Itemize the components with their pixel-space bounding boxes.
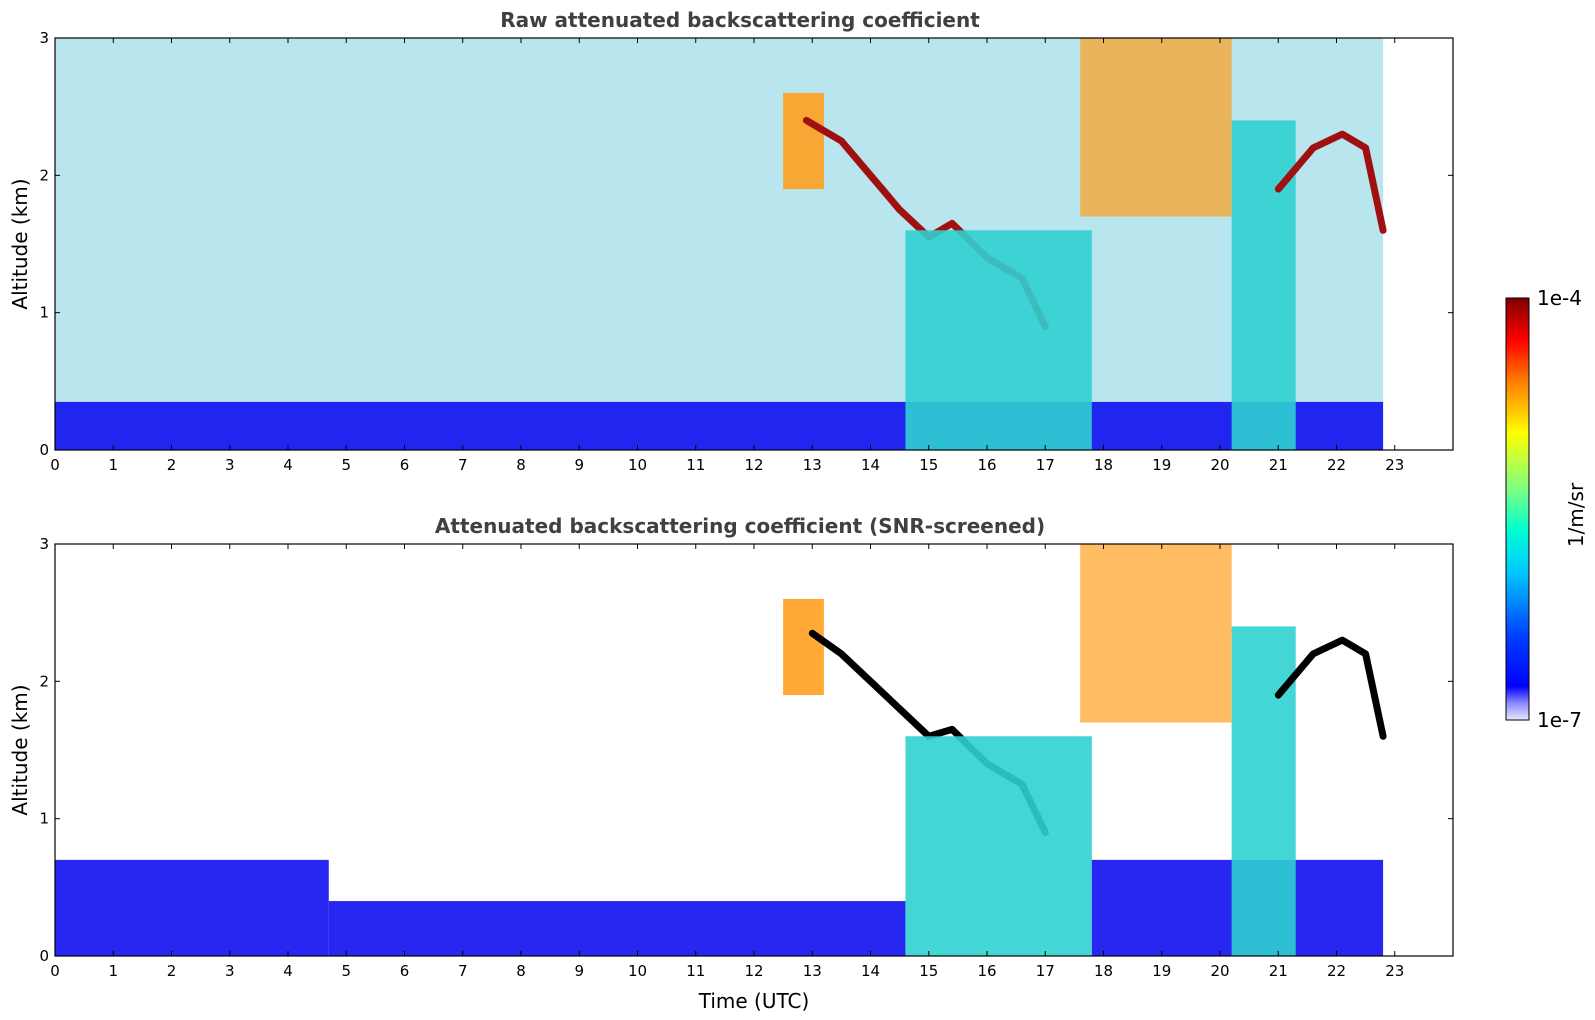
panel-raw-xtick-label-3: 3 xyxy=(225,456,235,474)
panel-raw-xtick-label-19: 19 xyxy=(1152,456,1171,474)
panel-raw-layer-5-precipitation-columns xyxy=(1231,120,1296,451)
panel-screened-xtick-label-5: 5 xyxy=(341,962,351,980)
panel-screened-xtick-label-20: 20 xyxy=(1210,962,1229,980)
panel-raw-xtick-label-10: 10 xyxy=(628,456,647,474)
panel-screened-xtick-label-12: 12 xyxy=(744,962,763,980)
panel-raw-xtick-label-18: 18 xyxy=(1094,456,1113,474)
panel-raw-xtick-label-8: 8 xyxy=(516,456,526,474)
panel-screened-layer-0-boundary-layer xyxy=(55,859,329,956)
panel-raw-xtick-label-6: 6 xyxy=(400,456,410,474)
panel-raw-xtick-label-14: 14 xyxy=(861,456,880,474)
panel-raw-xtick-label-15: 15 xyxy=(919,456,938,474)
panel-screened-xtick-label-8: 8 xyxy=(516,962,526,980)
panel-screened-xtick-label-19: 19 xyxy=(1152,962,1171,980)
panel-screened-xtick-label-16: 16 xyxy=(977,962,996,980)
panel-screened-xtick-label-9: 9 xyxy=(574,962,584,980)
panel-raw-xtick-label-22: 22 xyxy=(1327,456,1346,474)
colorbar-min-label: 1e-7 xyxy=(1537,708,1582,732)
colorbar-max-label: 1e-4 xyxy=(1537,286,1582,310)
panel-raw-xtick-label-11: 11 xyxy=(686,456,705,474)
panel-screened-layer-8-cloud-base-line xyxy=(1274,636,1387,740)
panel-raw-xtick-label-21: 21 xyxy=(1269,456,1288,474)
panel-screened-xtick-label-1: 1 xyxy=(108,962,118,980)
panel-screened-ytick-label-1: 1 xyxy=(39,810,49,828)
panel-raw-xtick-label-2: 2 xyxy=(167,456,177,474)
panel-screened-xtick-label-15: 15 xyxy=(919,962,938,980)
panel-screened-ytick-label-2: 2 xyxy=(39,672,49,690)
panel-screened-xtick-label-17: 17 xyxy=(1036,962,1055,980)
panel-raw-xtick-label-17: 17 xyxy=(1036,456,1055,474)
panel-screened-xtick-label-3: 3 xyxy=(225,962,235,980)
panel-raw-layer-4-high-cloud xyxy=(1080,38,1232,217)
panel-screened-layer-4-precipitation-columns xyxy=(905,736,1092,956)
panel-raw-xtick-label-5: 5 xyxy=(341,456,351,474)
panel-raw-xtick-label-13: 13 xyxy=(803,456,822,474)
panel-screened-title: Attenuated backscattering coefficient (S… xyxy=(435,514,1045,538)
panel-screened-xtick-label-7: 7 xyxy=(458,962,468,980)
panel-raw-xtick-label-7: 7 xyxy=(458,456,468,474)
panel-screened-xtick-label-23: 23 xyxy=(1385,962,1404,980)
panel-screened-layer-7-precipitation-columns xyxy=(1231,626,1296,956)
panel-raw-xtick-label-16: 16 xyxy=(977,456,996,474)
panel-raw-layer-3-precipitation-columns xyxy=(905,230,1092,450)
colorbar-unit-label: 1/m/sr xyxy=(1564,482,1588,547)
panel-screened-xtick-label-13: 13 xyxy=(803,962,822,980)
panel-screened-xtick-label-18: 18 xyxy=(1094,962,1113,980)
panel-raw-ytick-label-1: 1 xyxy=(39,304,49,322)
panel-raw-xtick-label-1: 1 xyxy=(108,456,118,474)
panel-screened-layer-1-boundary-layer xyxy=(328,901,906,956)
panel-raw-layer-1-elevated-aerosol xyxy=(783,92,824,190)
panel-screened-xtick-label-11: 11 xyxy=(686,962,705,980)
panel-screened-xtick-label-10: 10 xyxy=(628,962,647,980)
panel-raw-ticks: 0 1 2 3 4 5 6 7 8 9 10 11 12 13 14 15 16 17 18 19 20 21 22 2301… xyxy=(39,29,1453,474)
panel-raw-heatmap xyxy=(55,38,1387,451)
panel-raw-ylabel: Altitude (km) xyxy=(8,178,32,309)
panel-raw-xtick-label-4: 4 xyxy=(283,456,293,474)
panel-raw-layer-0-surface-noise-layer xyxy=(55,401,1384,450)
panel-screened-layer-6-high-cloud xyxy=(1080,544,1232,723)
panel-screened-heatmap xyxy=(55,544,1387,956)
panel-screened-ytick-label-3: 3 xyxy=(39,535,49,553)
panel-screened-layer-2-elevated-aerosol xyxy=(783,598,824,696)
panel-screened-xtick-label-2: 2 xyxy=(167,962,177,980)
panel-screened-ylabel: Altitude (km) xyxy=(8,684,32,815)
colorbar-gradient xyxy=(1505,297,1530,721)
panel-raw: Raw attenuated backscattering coefficien… xyxy=(8,8,1454,474)
panel-raw-xtick-label-20: 20 xyxy=(1210,456,1229,474)
panel-screened-xtick-label-22: 22 xyxy=(1327,962,1346,980)
panel-raw-xtick-label-23: 23 xyxy=(1385,456,1404,474)
panel-raw-ytick-label-3: 3 xyxy=(39,29,49,47)
panel-screened-xtick-label-0: 0 xyxy=(50,962,60,980)
panel-raw-xtick-label-12: 12 xyxy=(744,456,763,474)
panel-raw-ytick-label-2: 2 xyxy=(39,166,49,184)
panel-screened-ytick-label-0: 0 xyxy=(39,947,49,965)
panel-raw-xtick-label-9: 9 xyxy=(574,456,584,474)
panel-screened-xtick-label-4: 4 xyxy=(283,962,293,980)
panel-screened-xtick-label-14: 14 xyxy=(861,962,880,980)
panel-raw-title: Raw attenuated backscattering coefficien… xyxy=(500,8,980,32)
panel-screened: Attenuated backscattering coefficient (S… xyxy=(8,514,1454,1013)
panel-raw-xtick-label-0: 0 xyxy=(50,456,60,474)
panel-screened-ticks: 0 1 2 3 4 5 6 7 8 9 10 11 12 13 14 15 16 17 18 19 20 21 22 2301… xyxy=(39,535,1453,980)
panel-screened-xtick-label-21: 21 xyxy=(1269,962,1288,980)
panel-screened-xlabel: Time (UTC) xyxy=(698,989,810,1013)
panel-screened-xtick-label-6: 6 xyxy=(400,962,410,980)
colorbar: 1e-4 1e-7 1/m/sr xyxy=(1505,286,1588,732)
panel-raw-ytick-label-0: 0 xyxy=(39,441,49,459)
panel-raw-layer-6-cloud-base-line xyxy=(1274,130,1387,234)
